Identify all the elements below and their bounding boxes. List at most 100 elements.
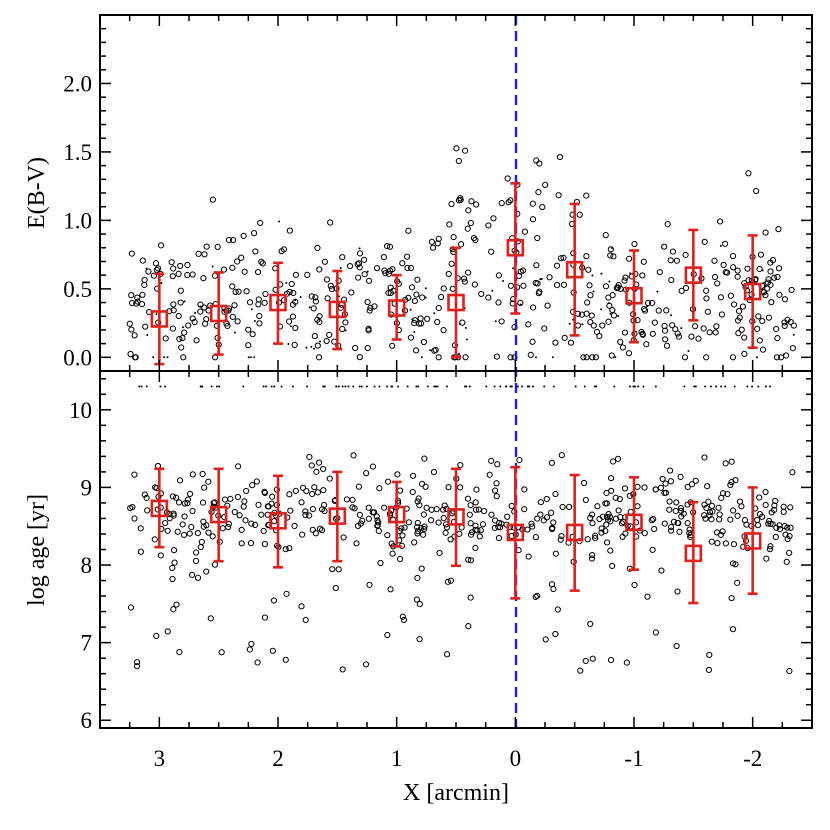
scatter-point: [199, 499, 207, 506]
scatter-point: [405, 227, 412, 234]
scatter-point: [420, 511, 427, 518]
scatter-point: [292, 324, 299, 332]
scatter-point: [786, 667, 793, 675]
scatter-dot: [502, 279, 505, 282]
scatter-point: [745, 170, 752, 177]
scatter-dot: [574, 385, 577, 388]
scatter-point: [229, 283, 236, 290]
scatter-point: [448, 200, 455, 208]
scatter-dot: [249, 356, 252, 359]
scatter-point: [189, 471, 196, 478]
scatter-point: [243, 288, 250, 295]
scatter-dot: [552, 385, 555, 388]
scatter-point: [248, 640, 255, 648]
scatter-point: [465, 623, 472, 630]
scatter-dot: [146, 333, 149, 336]
scatter-point: [776, 526, 784, 533]
scatter-point: [247, 540, 255, 547]
scatter-point: [534, 234, 541, 242]
scatter-point: [714, 280, 721, 287]
scatter-point: [666, 467, 674, 474]
scatter-point: [365, 277, 373, 284]
scatter-point: [303, 487, 310, 495]
scatter-point: [488, 511, 495, 518]
scatter-point: [214, 243, 221, 250]
scatter-dot: [607, 302, 610, 305]
scatter-point: [169, 325, 176, 332]
scatter-point: [398, 525, 405, 532]
scatter-point: [153, 632, 160, 640]
scatter-point: [435, 519, 442, 526]
scatter-point: [141, 276, 148, 284]
scatter-dot: [429, 349, 432, 352]
binned-mean-marker: [565, 260, 584, 279]
scatter-point: [592, 354, 600, 361]
scatter-point: [326, 331, 333, 339]
scatter-point: [291, 341, 298, 348]
scatter-point: [173, 601, 180, 608]
scatter-point: [664, 221, 671, 228]
scatter-point: [587, 318, 594, 326]
scatter-point: [589, 551, 596, 559]
binned-mean-marker: [565, 523, 584, 542]
scatter-point: [220, 266, 228, 273]
scatter-point: [670, 518, 678, 525]
scatter-point: [790, 322, 798, 329]
scatter-point: [446, 221, 453, 228]
scatter-point: [315, 354, 323, 361]
scatter-point: [424, 315, 431, 323]
scatter-point: [467, 531, 475, 538]
scatter-point: [711, 257, 718, 264]
scatter-point: [450, 233, 457, 241]
scatter-point: [765, 520, 772, 527]
scatter-point: [649, 299, 656, 307]
scatter-dot: [539, 278, 542, 281]
scatter-point: [520, 282, 527, 289]
scatter-point: [533, 262, 540, 269]
scatter-point: [386, 243, 394, 250]
scatter-point: [734, 273, 741, 280]
scatter-point: [299, 484, 307, 491]
scatter-point: [532, 279, 539, 287]
scatter-point: [467, 520, 474, 527]
scatter-point: [201, 304, 208, 311]
scatter-point: [339, 666, 346, 673]
scatter-point: [532, 534, 539, 541]
binned-mean-marker: [684, 266, 703, 284]
scatter-point: [229, 264, 236, 271]
scatter-point: [594, 503, 601, 510]
scatter-point: [505, 199, 512, 206]
scatter-point: [767, 543, 774, 550]
scatter-point: [552, 490, 559, 498]
scatter-point: [306, 453, 313, 461]
scatter-point: [444, 578, 452, 585]
scatter-dot: [581, 323, 584, 326]
scatter-point: [735, 330, 742, 337]
scatter-point: [583, 310, 590, 317]
scatter-dot: [262, 385, 265, 388]
scatter-point: [309, 490, 316, 498]
scatter-point: [411, 539, 418, 546]
scatter-dot: [341, 385, 344, 388]
scatter-point: [361, 271, 368, 278]
scatter-point: [321, 258, 328, 265]
scatter-dot: [521, 385, 524, 388]
scatter-dot: [155, 313, 158, 316]
y-tick-label: 1.0: [63, 208, 92, 233]
scatter-dot: [344, 385, 347, 388]
scatter-point: [209, 196, 216, 203]
scatter-dot: [614, 356, 617, 359]
scatter-dot: [420, 356, 423, 359]
scatter-point: [596, 332, 603, 340]
scatter-point: [603, 539, 611, 546]
scatter-point: [461, 147, 469, 154]
scatter-point: [310, 305, 317, 312]
scatter-point: [455, 157, 462, 165]
scatter-dot: [366, 270, 369, 273]
scatter-point: [587, 514, 594, 521]
scatter-dot: [608, 280, 611, 283]
scatter-point: [713, 323, 720, 330]
scatter-point: [567, 339, 575, 346]
scatter-point: [504, 175, 511, 182]
scatter-dot: [540, 277, 543, 280]
